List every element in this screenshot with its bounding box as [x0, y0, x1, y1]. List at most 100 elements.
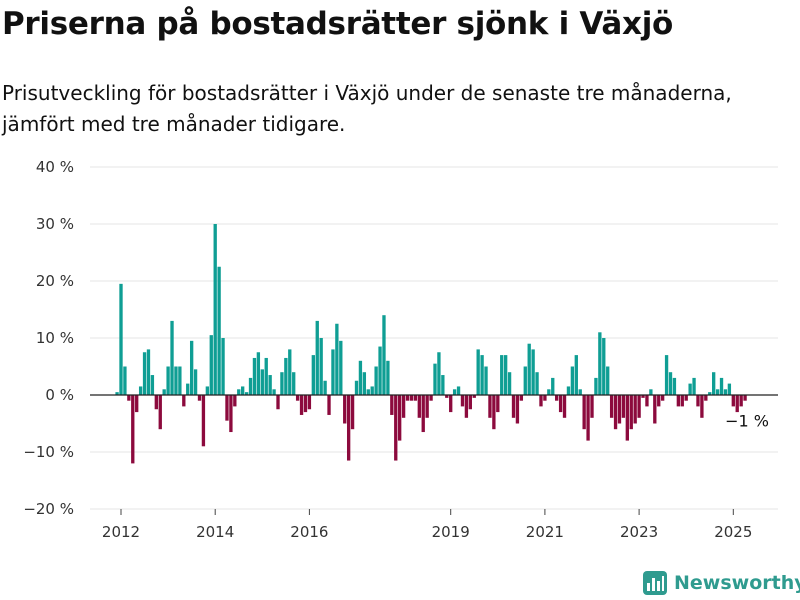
data-bar: [633, 395, 637, 424]
data-bar: [268, 375, 272, 395]
data-bar: [193, 369, 198, 395]
chart-subtitle: Prisutveckling för bostadsrätter i Växjö…: [2, 81, 732, 136]
data-bar: [437, 352, 441, 395]
data-bar: [519, 395, 524, 401]
data-bar: [421, 395, 425, 433]
x-tick-label: 2014: [196, 523, 234, 541]
data-bar: [303, 395, 308, 413]
x-tick-label: 2021: [526, 523, 564, 541]
data-bar: [170, 320, 174, 395]
data-bar: [692, 377, 696, 395]
data-bar: [503, 355, 508, 395]
data-bar: [241, 386, 245, 395]
data-bar: [327, 395, 331, 415]
data-bar: [280, 372, 284, 395]
data-bar: [343, 395, 347, 424]
x-tick-label: 2012: [102, 523, 140, 541]
data-bar: [131, 395, 135, 464]
data-bar: [562, 395, 567, 418]
data-bar: [523, 366, 527, 395]
newsworthy-brand: Newsworthy: [643, 568, 800, 598]
data-bar: [696, 395, 700, 407]
data-bar: [362, 372, 367, 395]
data-bar: [264, 357, 268, 395]
data-bar: [617, 395, 622, 424]
y-tick-label: 20 %: [36, 272, 74, 290]
data-bar: [394, 395, 398, 461]
data-bar: [217, 266, 221, 395]
data-bar: [401, 395, 406, 418]
data-bar: [590, 395, 594, 418]
data-bar: [315, 320, 319, 395]
data-bar: [456, 386, 461, 395]
data-bar: [335, 323, 339, 395]
data-bar: [295, 395, 300, 401]
data-bar: [688, 383, 692, 395]
data-bar: [551, 377, 555, 395]
x-tick-label: 2023: [620, 523, 658, 541]
data-bar: [660, 395, 665, 401]
data-bar: [331, 349, 335, 395]
last-value-label: −1 %: [725, 412, 769, 431]
data-bar: [162, 389, 166, 395]
data-bar: [225, 395, 229, 421]
data-bar: [621, 395, 626, 418]
data-bar: [547, 389, 551, 395]
data-bar: [350, 395, 355, 430]
data-bar: [417, 395, 421, 418]
x-tick-label: 2016: [290, 523, 328, 541]
data-bar: [743, 395, 747, 401]
data-bar: [558, 395, 563, 413]
data-bar: [158, 395, 162, 430]
data-bar: [276, 395, 280, 410]
data-bar: [378, 346, 382, 395]
data-bar: [374, 366, 378, 395]
data-bar: [460, 395, 465, 407]
data-bar: [229, 395, 233, 433]
data-bar: [539, 395, 543, 407]
data-bar: [735, 395, 739, 413]
chart-title: Priserna på bostadsrätter sjönk i Växjö: [2, 6, 674, 42]
data-bar: [221, 338, 225, 395]
y-tick-label: −20 %: [23, 500, 74, 518]
data-bar: [739, 395, 743, 407]
data-bar: [476, 349, 480, 395]
data-bar: [182, 395, 186, 407]
data-bar: [284, 357, 288, 395]
data-bar: [500, 355, 504, 395]
data-bar: [311, 355, 315, 395]
data-bar: [641, 395, 645, 398]
data-bar: [492, 395, 496, 430]
brand-name: Newsworthy: [674, 572, 800, 594]
x-tick-label: 2025: [714, 523, 752, 541]
data-bar: [398, 395, 402, 441]
data-bar: [323, 380, 327, 395]
data-bar: [189, 340, 194, 395]
data-bar: [535, 372, 539, 395]
data-bar: [704, 395, 708, 401]
data-bar: [237, 389, 241, 395]
y-tick-label: 30 %: [36, 215, 74, 233]
data-bar: [672, 377, 677, 395]
data-bar: [574, 355, 578, 395]
data-bar: [135, 395, 139, 413]
data-bar: [531, 349, 535, 395]
data-bar: [715, 389, 720, 395]
data-bar: [609, 395, 614, 418]
y-tick-label: 40 %: [36, 158, 74, 176]
data-bar: [680, 395, 684, 407]
data-bar: [260, 369, 264, 395]
data-bar: [594, 377, 598, 395]
data-bar: [405, 395, 410, 401]
data-bar: [146, 349, 151, 395]
data-bar: [201, 395, 206, 447]
data-bar: [138, 386, 143, 395]
data-bar: [115, 392, 119, 395]
data-bar: [382, 315, 386, 395]
data-bar: [178, 366, 182, 395]
data-bar: [578, 389, 582, 395]
data-bar: [292, 372, 296, 395]
data-bar: [511, 395, 516, 418]
data-bar: [433, 363, 437, 395]
data-bar: [449, 395, 453, 413]
